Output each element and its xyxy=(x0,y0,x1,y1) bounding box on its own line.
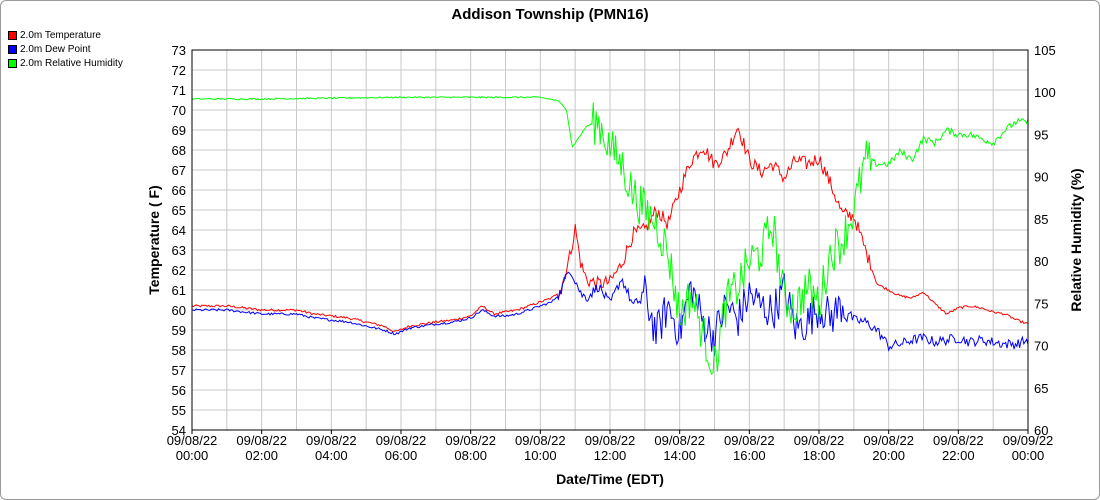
y-tick-label: 71 xyxy=(172,83,186,98)
x-tick-label-date: 09/08/22 xyxy=(794,433,845,448)
legend-label-relative-humidity: 2.0m Relative Humidity xyxy=(20,57,123,69)
x-tick-label-time: 22:00 xyxy=(942,448,975,463)
y-tick-label: 62 xyxy=(172,263,186,278)
y-tick-label: 60 xyxy=(172,303,186,318)
dew-point-line xyxy=(191,271,1029,356)
x-tick-label-time: 00:00 xyxy=(1012,448,1045,463)
chart-title: Addison Township (PMN16) xyxy=(451,6,648,23)
legend-item-temperature: 2.0m Temperature xyxy=(8,28,123,42)
y-tick-label: 57 xyxy=(172,363,186,378)
legend-label-dew-point: 2.0m Dew Point xyxy=(20,43,91,55)
x-tick-label-date: 09/08/22 xyxy=(863,433,914,448)
y-axis-label: Temperature ( F) xyxy=(146,185,162,294)
x-tick-label-date: 09/08/22 xyxy=(933,433,984,448)
y2-tick-label: 70 xyxy=(1034,339,1048,354)
x-tick-label-date: 09/08/22 xyxy=(167,433,218,448)
y-tick-label: 73 xyxy=(172,43,186,58)
x-tick-label-date: 09/09/22 xyxy=(1003,433,1054,448)
y2-tick-label: 75 xyxy=(1034,296,1048,311)
x-tick-label-time: 16:00 xyxy=(733,448,766,463)
y-tick-label: 72 xyxy=(172,63,186,78)
y-tick-label: 63 xyxy=(172,243,186,258)
legend-swatch-temperature xyxy=(8,30,17,40)
grid-layer xyxy=(192,49,1028,431)
x-tick-label-date: 09/08/22 xyxy=(376,433,427,448)
y2-tick-label: 60 xyxy=(1034,423,1048,438)
x-tick-label-date: 09/08/22 xyxy=(585,433,636,448)
x-axis-label: Date/Time (EDT) xyxy=(556,471,664,487)
x-tick-label-date: 09/08/22 xyxy=(654,433,705,448)
y-tick-label: 64 xyxy=(172,223,186,238)
y2-tick-label: 85 xyxy=(1034,212,1048,227)
y-tick-label: 54 xyxy=(172,423,186,438)
y-tick-label: 65 xyxy=(172,203,186,218)
legend-swatch-relative-humidity xyxy=(8,58,17,68)
y-tick-label: 67 xyxy=(172,163,186,178)
y2-axis-label: Relative Humidity (%) xyxy=(1068,168,1084,311)
y2-tick-label: 95 xyxy=(1034,127,1048,142)
y-tick-label: 66 xyxy=(172,183,186,198)
relative-humidity-line xyxy=(191,95,1029,376)
y2-tick-label: 65 xyxy=(1034,381,1048,396)
x-tick-label-time: 12:00 xyxy=(594,448,627,463)
x-tick-label-date: 09/08/22 xyxy=(724,433,775,448)
y2-tick-label: 105 xyxy=(1034,43,1056,58)
y-tick-label: 55 xyxy=(172,403,186,418)
x-tick-label-time: 08:00 xyxy=(454,448,487,463)
x-tick-label-time: 18:00 xyxy=(803,448,836,463)
legend-item-relative-humidity: 2.0m Relative Humidity xyxy=(8,56,123,70)
x-tick-label-date: 09/08/22 xyxy=(445,433,496,448)
y-tick-label: 61 xyxy=(172,283,186,298)
y-tick-label: 56 xyxy=(172,383,186,398)
y-tick-label: 68 xyxy=(172,143,186,158)
y-tick-label: 59 xyxy=(172,323,186,338)
x-tick-label-time: 14:00 xyxy=(663,448,696,463)
legend-label-temperature: 2.0m Temperature xyxy=(20,29,101,41)
x-tick-label-time: 02:00 xyxy=(245,448,278,463)
y-tick-label: 69 xyxy=(172,123,186,138)
x-tick-label-date: 09/08/22 xyxy=(306,433,357,448)
chart-legend: 2.0m Temperature 2.0m Dew Point 2.0m Rel… xyxy=(8,28,123,70)
temperature-line xyxy=(191,127,1029,333)
y-tick-label: 70 xyxy=(172,103,186,118)
legend-swatch-dew-point xyxy=(8,44,17,54)
tick-layer: 54 55 56 57 58 59 60 61 62 63 64 65 66 67 68 69 70 71 72 73… xyxy=(167,43,1056,463)
x-tick-label-time: 04:00 xyxy=(315,448,348,463)
x-tick-label-time: 10:00 xyxy=(524,448,557,463)
series-layer xyxy=(191,95,1029,376)
x-tick-label-time: 06:00 xyxy=(385,448,418,463)
x-tick-label-time: 00:00 xyxy=(176,448,209,463)
y2-tick-label: 80 xyxy=(1034,254,1048,269)
y-tick-label: 58 xyxy=(172,343,186,358)
legend-item-dew-point: 2.0m Dew Point xyxy=(8,42,123,56)
x-tick-label-date: 09/08/22 xyxy=(236,433,287,448)
x-tick-label-time: 20:00 xyxy=(872,448,905,463)
y2-tick-label: 100 xyxy=(1034,85,1056,100)
x-tick-label-date: 09/08/22 xyxy=(515,433,566,448)
y2-tick-label: 90 xyxy=(1034,170,1048,185)
